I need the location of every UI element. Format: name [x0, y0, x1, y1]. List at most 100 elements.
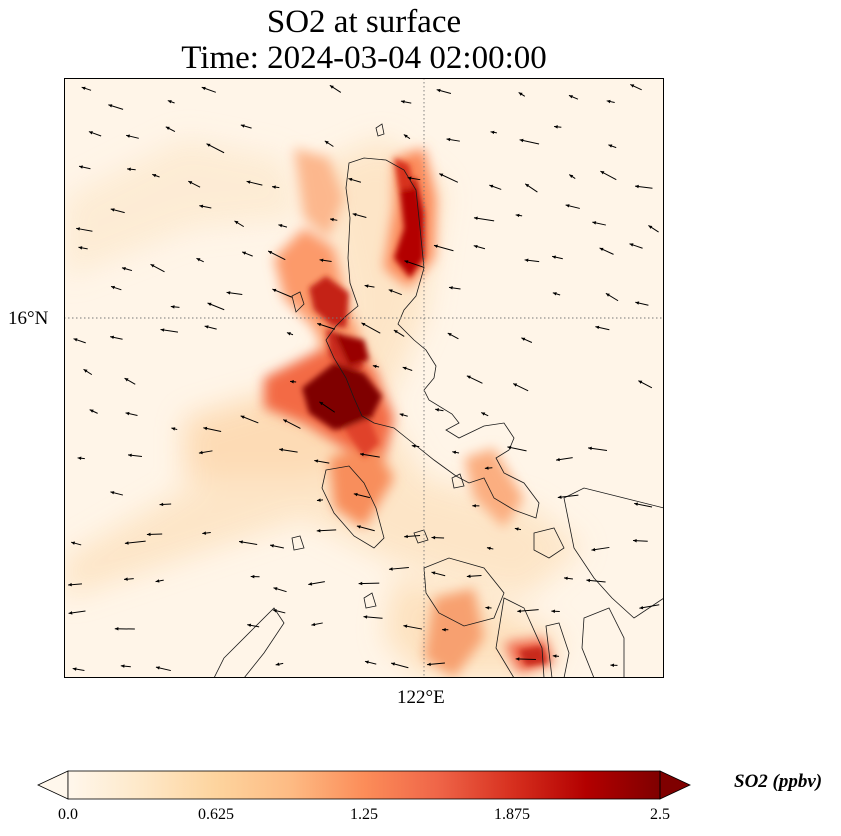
- wind-arrow: [311, 622, 323, 627]
- wind-arrow: [400, 100, 412, 104]
- wind-arrow: [272, 288, 293, 298]
- wind-arrow: [436, 88, 452, 94]
- wind-arrow: [403, 624, 423, 630]
- wind-arrow: [348, 177, 362, 183]
- wind-arrow: [402, 366, 413, 371]
- wind-arrow: [586, 578, 606, 583]
- coastline-cebu: [545, 622, 570, 678]
- wind-arrow: [515, 657, 536, 661]
- wind-arrow: [448, 286, 461, 290]
- wind-arrow: [518, 92, 526, 97]
- wind-arrow: [639, 604, 660, 610]
- coastline-samar: [563, 487, 664, 619]
- wind-arrow: [203, 426, 222, 432]
- colorbar-extend-max: [659, 770, 691, 800]
- wind-arrow: [361, 322, 381, 334]
- wind-arrow: [238, 540, 258, 546]
- wind-arrow: [121, 267, 133, 272]
- wind-arrow: [150, 263, 165, 273]
- wind-arrow: [648, 225, 659, 233]
- wind-arrow: [152, 173, 160, 178]
- wind-arrow: [110, 208, 125, 214]
- wind-arrow: [490, 130, 497, 135]
- wind-arrow: [630, 84, 642, 91]
- so2-field-intense: [302, 158, 548, 666]
- wind-arrow: [486, 546, 494, 551]
- wind-arrow: [78, 246, 88, 250]
- wind-arrow: [524, 258, 540, 263]
- wind-arrow: [393, 329, 405, 337]
- coastline-mindoro: [321, 465, 385, 549]
- wind-arrow: [634, 502, 653, 508]
- wind-arrow: [319, 258, 332, 263]
- wind-arrow: [267, 250, 286, 261]
- wind-arrow: [272, 609, 286, 614]
- wind-arrow: [124, 540, 146, 545]
- wind-arrow: [388, 289, 402, 296]
- wind-arrow: [273, 587, 287, 593]
- wind-arrow: [635, 301, 649, 306]
- coastline-small-isle-4: [291, 535, 305, 551]
- wind-arrow: [165, 126, 176, 133]
- wind-arrow: [207, 302, 225, 311]
- coastline-small-isle-1: [291, 291, 305, 313]
- wind-arrow: [605, 292, 619, 302]
- map-panel: [64, 78, 664, 678]
- wind-arrow: [388, 567, 409, 571]
- coastlines: [213, 123, 664, 678]
- wind-arrow: [324, 140, 334, 147]
- wind-arrow: [629, 243, 643, 249]
- wind-arrow: [108, 104, 124, 110]
- wind-arrow: [359, 452, 380, 458]
- wind-arrow: [519, 138, 540, 145]
- map-frame: [64, 78, 664, 678]
- wind-arrow: [407, 176, 421, 181]
- wind-arrow: [515, 213, 523, 218]
- wind-arrow: [552, 654, 559, 658]
- wind-arrow: [489, 184, 502, 190]
- wind-arrow: [123, 577, 134, 581]
- colorbar-label: SO2 (ppbv): [734, 771, 823, 792]
- coastline-leyte: [581, 607, 625, 678]
- wind-arrow: [555, 457, 573, 462]
- wind-arrow: [466, 574, 482, 579]
- wind-arrow: [146, 532, 163, 537]
- wind-arrow: [198, 450, 213, 455]
- wind-arrow: [250, 574, 260, 579]
- wind-arrow: [472, 504, 480, 508]
- wind-arrow: [171, 427, 178, 431]
- wind-arrow: [71, 541, 82, 546]
- wind-arrow: [125, 134, 139, 139]
- wind-arrow: [127, 167, 136, 171]
- wind-arrow: [512, 383, 529, 392]
- wind-arrow: [447, 332, 459, 340]
- wind-arrow: [76, 227, 93, 232]
- wind-arrow: [275, 662, 284, 666]
- wind-arrow: [72, 667, 85, 671]
- wind-arrow: [110, 285, 122, 291]
- wind-arrow: [390, 662, 409, 669]
- wind-arrow: [633, 538, 648, 543]
- wind-arrow: [484, 466, 493, 470]
- wind-arrow: [363, 615, 383, 619]
- wind-arrow: [372, 364, 380, 369]
- latitude-tick-label: 16°N: [8, 308, 49, 329]
- gridlines: [64, 78, 664, 678]
- wind-arrow: [563, 576, 573, 581]
- coastline-luzon-north: [325, 157, 540, 519]
- wind-arrow: [272, 185, 280, 189]
- wind-arrow: [551, 609, 560, 614]
- coastline-small-isle-2: [375, 123, 385, 137]
- wind-arrow: [634, 184, 653, 189]
- coastline-small-isle-5: [363, 592, 377, 609]
- wind-arrow: [89, 409, 98, 414]
- wind-arrow: [83, 368, 93, 376]
- wind-arrow: [329, 84, 342, 93]
- wind-arrow: [316, 498, 324, 502]
- wind-arrow: [592, 221, 606, 226]
- wind-arrow: [160, 328, 179, 333]
- wind-arrow: [524, 183, 538, 193]
- wind-arrow: [206, 143, 225, 154]
- wind-arrow: [565, 204, 580, 209]
- wind-arrow: [269, 544, 284, 549]
